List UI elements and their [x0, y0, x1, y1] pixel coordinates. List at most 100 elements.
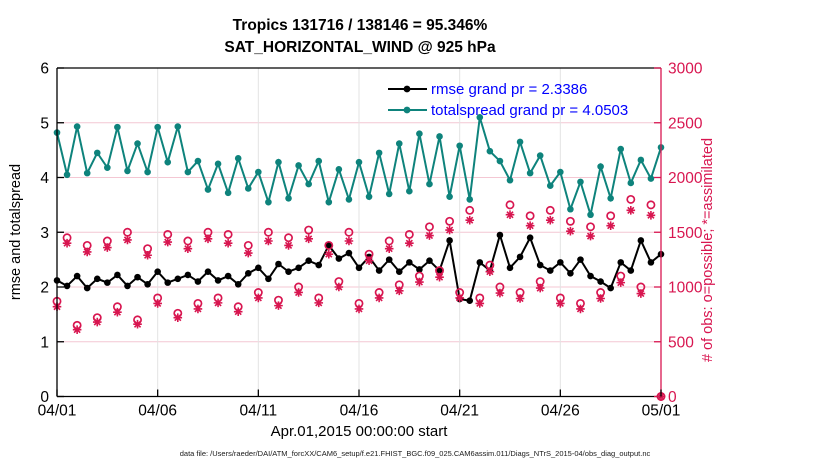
rmse-series-point: [607, 284, 614, 292]
assimilated-obs-marker: [606, 221, 615, 230]
rmse-series-point: [496, 231, 504, 239]
right-tick-label: 0: [668, 389, 677, 406]
rmse-series-point: [647, 259, 655, 266]
right-tick-label: 500: [668, 334, 694, 351]
assimilated-obs-marker: [405, 238, 414, 248]
possible-obs-marker: [304, 225, 314, 235]
assimilated-obs-marker: [475, 299, 485, 308]
assimilated-obs-marker: [636, 289, 646, 298]
rmse-series-point: [627, 267, 635, 274]
totalspread-series-point: [385, 190, 393, 198]
rmse-series-point: [265, 275, 272, 283]
left-tick-label: 6: [40, 61, 49, 78]
totalspread-series-point: [275, 158, 282, 166]
rmse-series-point: [104, 279, 111, 286]
rmse-series-point: [63, 282, 71, 290]
totalspread-series-point: [315, 157, 323, 165]
possible-obs-marker: [545, 205, 555, 215]
assimilated-obs-marker: [535, 283, 545, 293]
assimilated-obs-marker: [274, 301, 283, 310]
plot-area: 0 1 2 3 4 5 6 0 500 1000 1500 2000 2500 3000 04/01 04/0…: [38, 61, 703, 420]
possible-obs-marker: [425, 222, 434, 232]
rmse-series-point: [234, 280, 242, 288]
possible-obs-marker: [525, 211, 535, 221]
assimilated-obs-marker: [435, 272, 444, 282]
assimilated-obs-marker: [374, 293, 384, 303]
right-tick-label: 1000: [668, 280, 703, 297]
totalspread-series-point: [365, 193, 373, 200]
rmse-series-point: [385, 256, 393, 263]
assimilated-obs-marker: [364, 256, 374, 266]
totalspread-series-point: [416, 130, 423, 137]
rmse-series-point: [154, 268, 161, 275]
assimilated-obs-marker: [455, 293, 464, 303]
assimilated-obs-marker: [394, 286, 404, 296]
assimilated-obs-marker: [495, 288, 505, 298]
rmse-series-point: [406, 259, 413, 266]
assimilated-obs-marker: [92, 317, 102, 327]
rmse-series-point: [476, 259, 484, 266]
totalspread-series-point: [647, 175, 655, 182]
legend-item-totalspread: totalspread grand pr = 4.0503: [388, 102, 628, 119]
rmse-series-point: [637, 237, 645, 244]
totalspread-series-point: [637, 156, 645, 164]
totalspread-series-point: [546, 182, 554, 190]
totalspread-series-point: [234, 155, 242, 162]
x-tick-label: 04/16: [340, 403, 379, 420]
possible-obs-marker: [445, 216, 455, 226]
assimilated-obs-marker: [133, 319, 142, 329]
totalspread-series-point: [265, 198, 272, 206]
x-tick-label: 05/01: [642, 403, 681, 420]
rmse-series-point: [506, 264, 514, 272]
rmse-series-point: [204, 268, 212, 275]
rmse-series-point: [315, 261, 323, 269]
rmse-series-point: [546, 267, 554, 274]
x-tick-label: 04/01: [38, 403, 77, 420]
totalspread-series-point: [587, 211, 594, 219]
legend-marker-rmse-icon: [403, 85, 411, 93]
possible-obs-marker: [384, 236, 394, 246]
rmse-series-point: [144, 280, 151, 288]
totalspread-series-point: [63, 171, 71, 179]
assimilated-obs-marker: [304, 234, 313, 244]
totalspread-series-point: [526, 169, 534, 177]
rmse-series-point: [375, 267, 383, 274]
assimilated-obs-marker: [626, 206, 636, 215]
totalspread-series-point: [446, 193, 453, 200]
rmse-series-point: [244, 270, 252, 277]
totalspread-series-point: [104, 164, 111, 171]
assimilated-obs-marker: [384, 244, 394, 253]
assimilated-obs-marker: [82, 247, 92, 257]
rmse-series-point: [345, 249, 353, 257]
totalspread-series-point: [607, 195, 614, 202]
right-axis-label: # of obs: o=possible; *=assimilated: [700, 138, 716, 362]
assimilated-obs-marker: [264, 236, 273, 246]
rmse-series-point: [395, 268, 403, 275]
rmse-series-point: [325, 242, 333, 249]
rmse-series-point: [295, 264, 302, 272]
rmse-series: [53, 231, 665, 304]
totalspread-series-point: [83, 169, 91, 177]
rmse-series-point: [83, 284, 91, 292]
assimilated-obs-marker: [586, 231, 595, 241]
assimilated-obs-marker: [354, 304, 364, 314]
totalspread-series-point: [466, 196, 474, 203]
assimilated-obs-marker: [616, 278, 626, 287]
rmse-series-point: [285, 268, 292, 275]
assimilated-obs-marker: [445, 225, 454, 235]
assimilated-obs-marker: [465, 215, 475, 225]
rmse-series-point: [567, 270, 574, 277]
x-tick-label: 04/21: [440, 403, 479, 420]
assimilated-obs-marker: [314, 298, 324, 308]
totalspread-series-point: [305, 180, 312, 188]
rmse-series-point: [355, 264, 363, 272]
assimilated-obs-marker: [113, 307, 122, 317]
possible-obs-marker: [284, 233, 293, 243]
rmse-series-point: [335, 255, 343, 262]
totalspread-series-point: [496, 157, 504, 165]
totalspread-series-point: [73, 123, 81, 130]
totalspread-series-point: [154, 123, 161, 131]
rmse-series-point: [526, 234, 534, 242]
totalspread-series-point: [395, 140, 403, 147]
totalspread-series-point: [426, 180, 433, 188]
